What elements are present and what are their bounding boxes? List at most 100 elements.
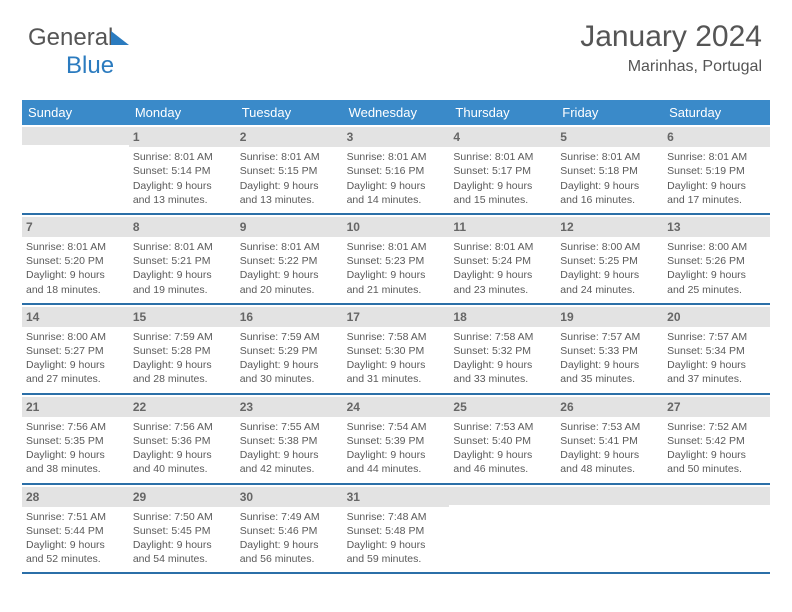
day-info-line: Daylight: 9 hours	[240, 448, 339, 462]
day-info-line: and 31 minutes.	[347, 372, 446, 386]
day-info-line: Daylight: 9 hours	[667, 358, 766, 372]
day-info-line: Sunset: 5:26 PM	[667, 254, 766, 268]
day-info-line: Sunrise: 7:56 AM	[26, 420, 125, 434]
calendar: SundayMondayTuesdayWednesdayThursdayFrid…	[22, 100, 770, 574]
day-number: 31	[343, 487, 450, 507]
day-info-line: and 25 minutes.	[667, 283, 766, 297]
day-number: 29	[129, 487, 236, 507]
day-info-line: Sunrise: 7:53 AM	[453, 420, 552, 434]
day-info-line: and 42 minutes.	[240, 462, 339, 476]
day-number: 25	[449, 397, 556, 417]
day-number: 8	[129, 217, 236, 237]
day-info-line: Sunset: 5:41 PM	[560, 434, 659, 448]
day-number: 11	[449, 217, 556, 237]
day-info-line: Sunset: 5:24 PM	[453, 254, 552, 268]
day-info-line: Sunset: 5:48 PM	[347, 524, 446, 538]
day-number: 22	[129, 397, 236, 417]
day-cell: 12Sunrise: 8:00 AMSunset: 5:25 PMDayligh…	[556, 215, 663, 303]
weekday-header: Saturday	[663, 100, 770, 125]
day-cell	[449, 485, 556, 573]
week-row: 28Sunrise: 7:51 AMSunset: 5:44 PMDayligh…	[22, 485, 770, 575]
day-info-line: and 18 minutes.	[26, 283, 125, 297]
week-row: 7Sunrise: 8:01 AMSunset: 5:20 PMDaylight…	[22, 215, 770, 305]
day-info-line: Daylight: 9 hours	[347, 538, 446, 552]
day-info-line: Sunrise: 7:59 AM	[240, 330, 339, 344]
weekday-header-row: SundayMondayTuesdayWednesdayThursdayFrid…	[22, 100, 770, 125]
day-info-line: Sunset: 5:39 PM	[347, 434, 446, 448]
day-info-line: Sunset: 5:45 PM	[133, 524, 232, 538]
day-number: 7	[22, 217, 129, 237]
day-number: 30	[236, 487, 343, 507]
day-info-line: Sunrise: 7:58 AM	[347, 330, 446, 344]
day-cell: 21Sunrise: 7:56 AMSunset: 5:35 PMDayligh…	[22, 395, 129, 483]
day-cell: 24Sunrise: 7:54 AMSunset: 5:39 PMDayligh…	[343, 395, 450, 483]
weekday-header: Tuesday	[236, 100, 343, 125]
day-info-line: and 59 minutes.	[347, 552, 446, 566]
day-number: 12	[556, 217, 663, 237]
day-number: 19	[556, 307, 663, 327]
day-info-line: Sunrise: 8:01 AM	[453, 240, 552, 254]
month-title: January 2024	[580, 20, 762, 54]
day-number: 9	[236, 217, 343, 237]
day-info-line: Daylight: 9 hours	[133, 358, 232, 372]
weekday-header: Monday	[129, 100, 236, 125]
day-number: 21	[22, 397, 129, 417]
day-info-line: and 13 minutes.	[240, 193, 339, 207]
day-number	[449, 487, 556, 505]
day-info-line: Daylight: 9 hours	[453, 358, 552, 372]
day-cell: 3Sunrise: 8:01 AMSunset: 5:16 PMDaylight…	[343, 125, 450, 213]
day-cell: 15Sunrise: 7:59 AMSunset: 5:28 PMDayligh…	[129, 305, 236, 393]
day-info-line: Sunrise: 7:57 AM	[667, 330, 766, 344]
day-cell: 14Sunrise: 8:00 AMSunset: 5:27 PMDayligh…	[22, 305, 129, 393]
day-info-line: Sunrise: 8:01 AM	[347, 240, 446, 254]
day-info-line: Daylight: 9 hours	[347, 179, 446, 193]
day-info-line: Sunrise: 8:00 AM	[26, 330, 125, 344]
day-number: 3	[343, 127, 450, 147]
day-cell: 26Sunrise: 7:53 AMSunset: 5:41 PMDayligh…	[556, 395, 663, 483]
day-info-line: Daylight: 9 hours	[26, 358, 125, 372]
day-cell: 8Sunrise: 8:01 AMSunset: 5:21 PMDaylight…	[129, 215, 236, 303]
day-cell: 7Sunrise: 8:01 AMSunset: 5:20 PMDaylight…	[22, 215, 129, 303]
day-info-line: Daylight: 9 hours	[560, 179, 659, 193]
day-number: 10	[343, 217, 450, 237]
day-info-line: Sunrise: 7:49 AM	[240, 510, 339, 524]
day-number: 13	[663, 217, 770, 237]
day-info-line: Daylight: 9 hours	[347, 268, 446, 282]
day-info-line: Sunset: 5:40 PM	[453, 434, 552, 448]
day-cell: 4Sunrise: 8:01 AMSunset: 5:17 PMDaylight…	[449, 125, 556, 213]
day-info-line: and 16 minutes.	[560, 193, 659, 207]
day-info-line: Sunset: 5:15 PM	[240, 164, 339, 178]
day-info-line: and 28 minutes.	[133, 372, 232, 386]
day-info-line: and 44 minutes.	[347, 462, 446, 476]
day-number: 24	[343, 397, 450, 417]
day-info-line: and 24 minutes.	[560, 283, 659, 297]
day-info-line: and 50 minutes.	[667, 462, 766, 476]
weeks-container: 1Sunrise: 8:01 AMSunset: 5:14 PMDaylight…	[22, 125, 770, 574]
day-info-line: Sunrise: 8:00 AM	[560, 240, 659, 254]
day-number: 28	[22, 487, 129, 507]
day-info-line: Sunset: 5:34 PM	[667, 344, 766, 358]
logo-text-1: General	[28, 24, 113, 51]
weekday-header: Friday	[556, 100, 663, 125]
day-number: 18	[449, 307, 556, 327]
day-number: 16	[236, 307, 343, 327]
day-info-line: Sunset: 5:35 PM	[26, 434, 125, 448]
day-info-line: and 20 minutes.	[240, 283, 339, 297]
day-info-line: and 35 minutes.	[560, 372, 659, 386]
day-info-line: Sunrise: 7:48 AM	[347, 510, 446, 524]
day-info-line: and 15 minutes.	[453, 193, 552, 207]
day-number: 20	[663, 307, 770, 327]
day-info-line: and 56 minutes.	[240, 552, 339, 566]
day-info-line: Daylight: 9 hours	[240, 268, 339, 282]
day-number	[556, 487, 663, 505]
day-info-line: and 21 minutes.	[347, 283, 446, 297]
day-info-line: Sunset: 5:25 PM	[560, 254, 659, 268]
day-info-line: Daylight: 9 hours	[26, 268, 125, 282]
weekday-header: Thursday	[449, 100, 556, 125]
day-info-line: and 40 minutes.	[133, 462, 232, 476]
day-number: 15	[129, 307, 236, 327]
day-cell	[663, 485, 770, 573]
day-number: 1	[129, 127, 236, 147]
day-info-line: Sunset: 5:27 PM	[26, 344, 125, 358]
day-number	[22, 127, 129, 145]
